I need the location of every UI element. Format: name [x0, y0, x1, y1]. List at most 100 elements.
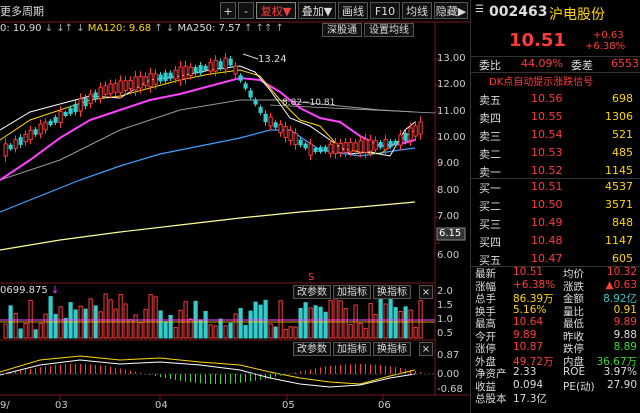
y-tick: 6.00 — [437, 250, 460, 261]
candle-body — [368, 139, 373, 152]
stat-row: 总股本 17.3亿 — [471, 391, 640, 405]
stat-value: 49.72万 — [513, 355, 554, 368]
ma250-value: MA250: 7.57 — [177, 23, 241, 34]
candle-body — [68, 108, 73, 114]
menu-icon[interactable]: ☰ — [475, 4, 484, 15]
candle-body — [298, 139, 303, 146]
ma-settings-button[interactable]: 设置均线 — [364, 23, 414, 37]
stat-label: 总手 — [475, 293, 496, 305]
candle-body — [278, 123, 283, 134]
period-selector[interactable]: 更多周期 — [0, 5, 44, 18]
volume-bar — [323, 311, 328, 339]
ma-legend: 0: 10.90 ↓ ↓↑ ↓ MA120: 9.68 ↑ ↓ MA250: 7… — [0, 23, 284, 36]
northbound-button[interactable]: 深股通 — [322, 23, 362, 37]
zoom-in-button[interactable]: + — [220, 2, 236, 19]
zoom-out-button[interactable]: - — [238, 2, 254, 19]
kline-chart-area[interactable]: 更多周期 + - 复权▼ 叠加▼ 画线 F10 均线 隐藏▶ 0: 10.90 … — [0, 0, 470, 413]
x-tick: 04 — [155, 400, 168, 411]
stat-label: 今开 — [475, 330, 496, 343]
candle-body — [98, 87, 103, 99]
candle-body — [53, 117, 58, 123]
stat-value: 8.89 — [613, 341, 637, 353]
switch-indicator-button[interactable]: 换指标 — [373, 285, 411, 299]
candle-body — [218, 61, 223, 69]
edit-param-button[interactable]: 改参数 — [293, 342, 331, 356]
candle-body — [33, 129, 38, 135]
bid-row[interactable]: 买二 10.50 3571 — [471, 198, 640, 214]
volume-bar — [248, 310, 253, 339]
last-price: 10.51 — [509, 30, 566, 51]
volume-bar — [98, 311, 103, 339]
candle-body — [353, 142, 358, 152]
draw-line-button[interactable]: 画线 — [338, 2, 368, 19]
candle-body — [318, 147, 323, 153]
candle-body — [193, 67, 198, 74]
bid-row[interactable]: 买四 10.48 1147 — [471, 234, 640, 250]
add-indicator-button[interactable]: 加指标 — [333, 285, 371, 299]
candle-body — [178, 66, 183, 81]
candle-body — [88, 93, 93, 105]
x-tick: 05 — [282, 400, 295, 411]
bid-row[interactable]: 买一 10.51 4537 — [471, 180, 640, 196]
volume-bar — [308, 307, 313, 339]
candle-body — [208, 62, 213, 72]
x-tick: 9/ — [0, 400, 10, 411]
volume-bar — [188, 318, 193, 339]
volume-bar — [73, 309, 78, 339]
ask-row[interactable]: 卖四 10.55 1306 — [471, 110, 640, 126]
volume-bar — [408, 309, 413, 339]
candle-body — [123, 80, 128, 91]
candle-body — [343, 142, 348, 153]
switch-indicator-button[interactable]: 换指标 — [373, 342, 411, 356]
bid-row[interactable]: 买五 10.47 605 — [471, 252, 640, 268]
volume-bar — [198, 319, 203, 339]
candle-body — [8, 144, 13, 150]
hide-button[interactable]: 隐藏▶ — [434, 2, 468, 19]
stat-row: 换手 5.16% 量比 0.91 — [471, 303, 640, 318]
edit-param-button[interactable]: 改参数 — [293, 285, 331, 299]
ma-tune-button[interactable]: 均线 — [402, 2, 432, 19]
close-indicator-icon[interactable]: × — [419, 285, 433, 299]
candle-body — [63, 111, 68, 117]
y-tick: 2.0 — [437, 286, 453, 297]
candle-body — [313, 147, 318, 153]
ask-row[interactable]: 卖一 10.52 1145 — [471, 164, 640, 180]
ask-row[interactable]: 卖五 10.56 698 — [471, 92, 640, 108]
stat-label: 最新 — [475, 268, 496, 280]
overlay-button[interactable]: 叠加▼ — [298, 2, 336, 19]
volume-bar — [343, 308, 348, 339]
ask-volume: 1306 — [605, 110, 633, 123]
close-indicator-icon[interactable]: × — [419, 342, 433, 356]
quote-panel: ☰ 002463 沪电股份 10.51 +0.63 +6.38% 委比 44.0… — [470, 0, 640, 413]
add-indicator-button[interactable]: 加指标 — [333, 342, 371, 356]
stat-value: ▲0.63 — [605, 278, 637, 291]
stat-value: 86.39万 — [513, 293, 554, 305]
stat-label: 涨幅 — [475, 280, 496, 293]
ask-row[interactable]: 卖三 10.54 521 — [471, 128, 640, 144]
candle-body — [108, 83, 113, 95]
ma-a-value: 0: 10.90 — [0, 23, 42, 34]
candle-body — [348, 142, 353, 153]
chart-canvas: 13.24 8.82~10.81 S — [0, 21, 470, 400]
ask-label: 卖一 — [479, 166, 501, 179]
volume-bar — [368, 303, 373, 339]
ask-row[interactable]: 卖二 10.53 485 — [471, 146, 640, 162]
bid-row[interactable]: 买三 10.49 848 — [471, 216, 640, 232]
adjust-button[interactable]: 复权▼ — [256, 2, 296, 19]
stat-label: PE(动) — [563, 380, 595, 393]
stat-value: +6.38% — [513, 278, 556, 291]
stat-value: 3.97% — [603, 366, 637, 378]
f10-button[interactable]: F10 — [370, 2, 400, 19]
volume-bar — [53, 313, 58, 339]
candle-body — [258, 107, 263, 113]
hide-label: 隐藏 — [435, 5, 458, 18]
y-tick: 0.5 — [437, 328, 453, 339]
ask-price: 10.53 — [531, 146, 563, 159]
volume-bar — [333, 294, 338, 339]
bid-price: 10.48 — [531, 234, 563, 247]
volume-bar — [318, 306, 323, 339]
stat-label: 涨停 — [475, 343, 496, 355]
signal-row[interactable]: DK点自动提示涨跌信号 — [471, 72, 640, 89]
stat-value: 5.16% — [513, 303, 547, 316]
volume-bar — [388, 296, 393, 339]
